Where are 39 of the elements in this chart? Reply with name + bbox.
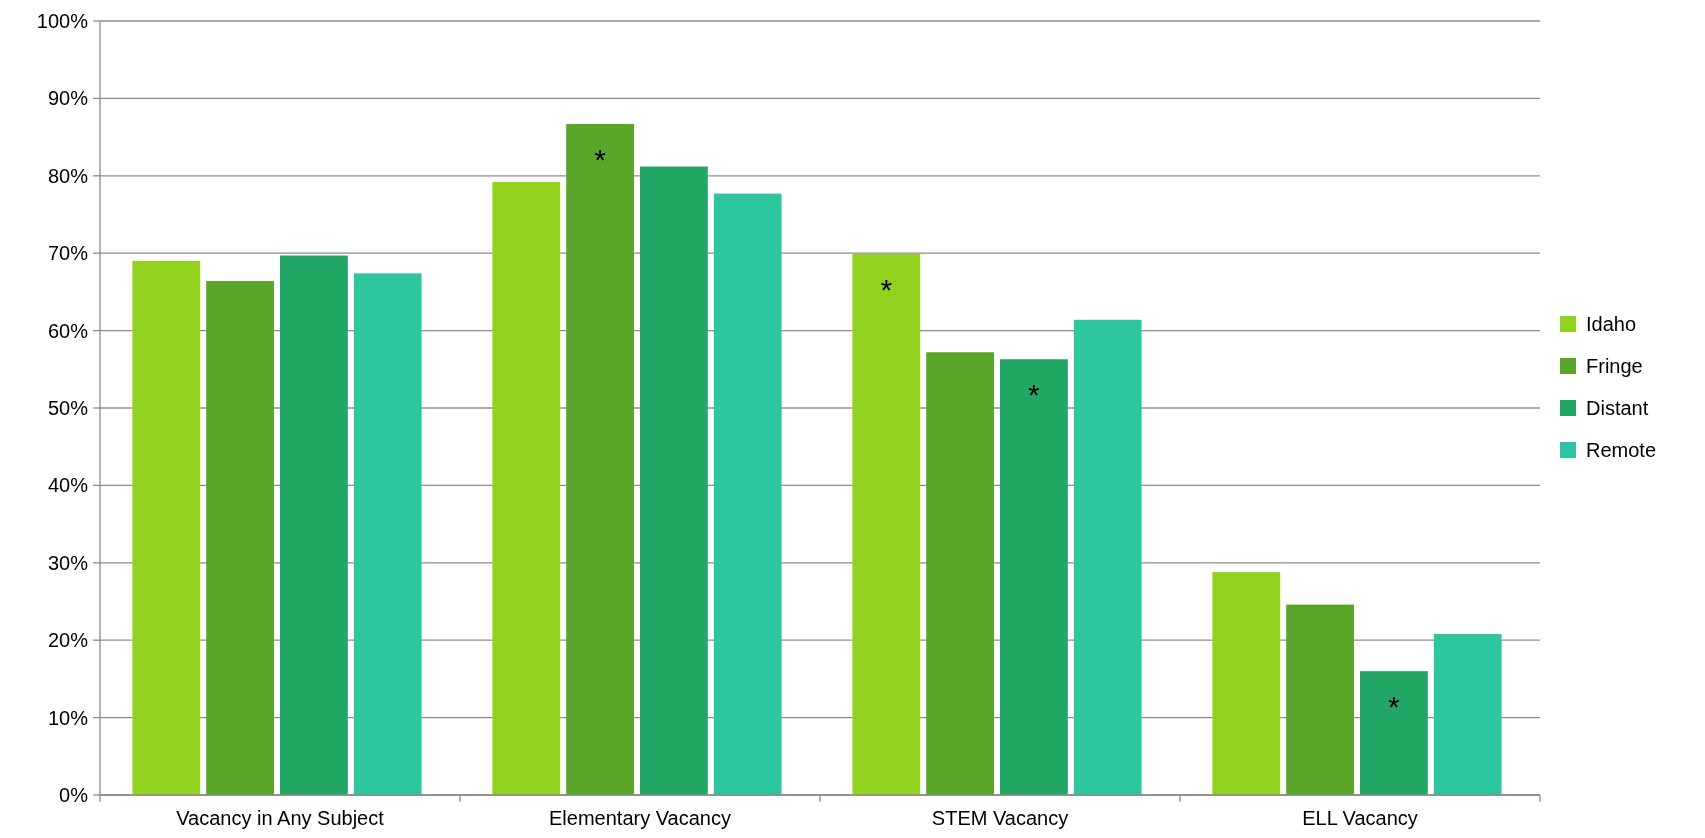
bar	[640, 166, 708, 795]
x-tick-label: ELL Vacancy	[1302, 807, 1418, 829]
data-label: *	[1028, 378, 1041, 412]
bar	[713, 193, 782, 795]
bar	[566, 123, 634, 795]
y-tick-label: 70%	[47, 242, 89, 265]
y-tick-label: 40%	[47, 474, 89, 497]
bar	[1433, 634, 1502, 795]
bar	[206, 281, 274, 795]
y-tick-label: 60%	[47, 319, 89, 342]
bar	[280, 255, 348, 795]
bar	[926, 352, 994, 795]
legend-label: Idaho	[1586, 313, 1637, 335]
y-tick-label: 50%	[47, 397, 89, 419]
data-label: *	[880, 272, 893, 306]
bar	[1212, 572, 1281, 795]
legend-label: Remote	[1586, 439, 1657, 461]
data-label: *	[594, 142, 607, 176]
y-tick-label: 0%	[59, 784, 89, 806]
legend-label: Fringe	[1586, 355, 1643, 377]
y-tick-label: 90%	[47, 87, 89, 110]
bar	[1286, 604, 1354, 795]
bar	[852, 253, 921, 795]
bar	[492, 181, 561, 795]
bar	[132, 260, 201, 795]
y-tick-label: 100%	[36, 10, 89, 32]
legend-label: Distant	[1586, 397, 1649, 419]
bar	[1073, 319, 1142, 795]
bar	[1000, 359, 1068, 795]
x-tick-label: Vacancy in Any Subject	[176, 807, 385, 829]
data-label: *	[1388, 690, 1401, 724]
bar	[1360, 671, 1428, 795]
y-tick-label: 20%	[47, 629, 89, 652]
x-tick-label: STEM Vacancy	[931, 807, 1069, 829]
bar	[353, 273, 422, 795]
y-tick-label: 30%	[47, 551, 89, 574]
y-tick-label: 80%	[47, 164, 89, 187]
y-tick-label: 10%	[47, 706, 89, 729]
x-tick-label: Elementary Vacancy	[549, 807, 731, 829]
